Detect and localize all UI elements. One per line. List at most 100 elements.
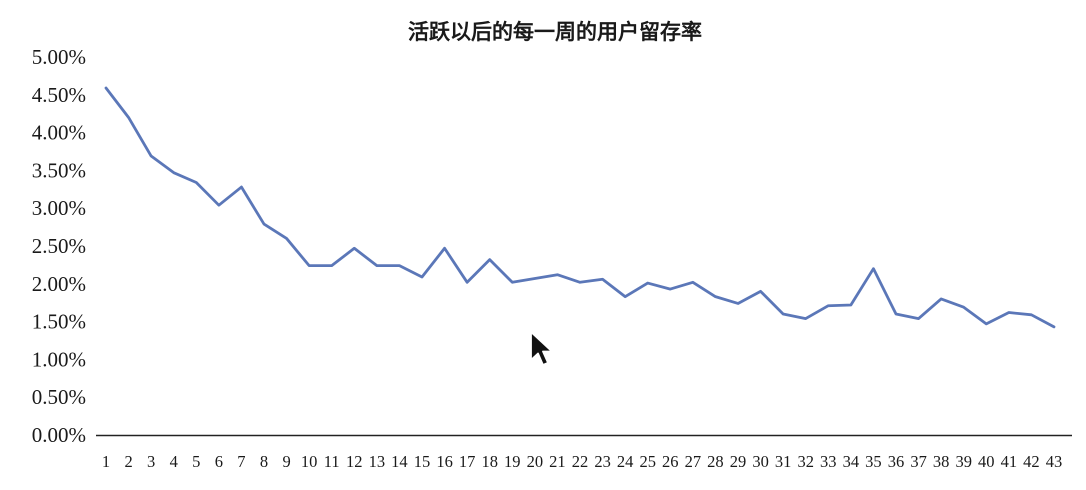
x-tick-label: 11	[324, 452, 340, 471]
x-tick-label: 21	[549, 452, 566, 471]
x-tick-label: 29	[730, 452, 747, 471]
x-tick-label: 19	[504, 452, 521, 471]
x-tick-label: 37	[910, 452, 927, 471]
data-point	[961, 305, 966, 310]
x-tick-label: 4	[170, 452, 178, 471]
data-point	[329, 263, 334, 268]
data-points	[104, 85, 1057, 329]
data-point	[1052, 324, 1057, 329]
x-tick-label: 36	[888, 452, 905, 471]
data-point	[487, 257, 492, 262]
data-point	[442, 246, 447, 251]
data-point	[939, 296, 944, 301]
data-point	[736, 301, 741, 306]
data-point	[352, 246, 357, 251]
chart-title: 活跃以后的每一周的用户留存率	[408, 20, 702, 44]
y-tick-label: 4.00%	[32, 121, 86, 145]
y-tick-label: 5.00%	[32, 45, 86, 69]
x-tick-label: 24	[617, 452, 634, 471]
x-tick-label: 3	[147, 452, 155, 471]
y-axis-ticks: 0.00% 0.50% 1.00% 1.50% 2.00% 2.50% 3.00% 3.50%…	[32, 45, 86, 447]
data-point	[578, 280, 583, 285]
x-tick-label: 8	[260, 452, 268, 471]
data-point	[668, 287, 673, 292]
data-point	[1029, 312, 1034, 317]
y-tick-label: 4.50%	[32, 83, 86, 107]
data-point	[104, 85, 109, 90]
y-tick-label: 0.50%	[32, 385, 86, 409]
x-axis-ticks: 1 2 3 4 5 6 7 8 9 10 11 12 13 14 15 16 17 18 19 20 21 22 23 24 2…	[102, 452, 1062, 471]
data-point	[262, 222, 267, 227]
data-point	[713, 294, 718, 299]
data-point	[803, 316, 808, 321]
x-tick-label: 43	[1046, 452, 1063, 471]
data-point	[781, 312, 786, 317]
x-tick-label: 22	[572, 452, 589, 471]
data-point	[984, 321, 989, 326]
mouse-pointer-icon	[530, 331, 553, 366]
data-point	[826, 303, 831, 308]
data-point	[510, 280, 515, 285]
x-tick-label: 7	[237, 452, 245, 471]
data-point	[532, 276, 537, 281]
y-tick-label: 3.50%	[32, 158, 86, 182]
y-tick-label: 2.00%	[32, 272, 86, 296]
x-tick-label: 25	[639, 452, 656, 471]
data-point	[374, 263, 379, 268]
y-tick-label: 0.00%	[32, 423, 86, 447]
x-tick-label: 1	[102, 452, 110, 471]
y-tick-label: 2.50%	[32, 234, 86, 258]
x-tick-label: 14	[391, 452, 408, 471]
x-tick-label: 33	[820, 452, 837, 471]
x-tick-label: 18	[481, 452, 498, 471]
y-tick-label: 1.00%	[32, 347, 86, 371]
data-point	[894, 312, 899, 317]
data-point	[194, 180, 199, 185]
x-tick-label: 16	[436, 452, 453, 471]
data-point	[126, 115, 131, 120]
x-tick-label: 2	[124, 452, 132, 471]
data-point	[284, 236, 289, 241]
x-tick-label: 35	[865, 452, 882, 471]
x-tick-label: 32	[797, 452, 814, 471]
data-point	[465, 280, 470, 285]
data-point	[1006, 310, 1011, 315]
data-point	[916, 316, 921, 321]
data-point	[397, 263, 402, 268]
data-point	[600, 277, 605, 282]
x-tick-label: 9	[282, 452, 290, 471]
x-tick-label: 13	[369, 452, 386, 471]
data-point	[420, 274, 425, 279]
x-tick-label: 39	[955, 452, 972, 471]
data-point	[645, 281, 650, 286]
data-point	[149, 154, 154, 159]
x-tick-label: 41	[1001, 452, 1018, 471]
x-tick-label: 6	[215, 452, 223, 471]
x-tick-label: 42	[1023, 452, 1040, 471]
x-tick-label: 10	[301, 452, 318, 471]
x-tick-label: 34	[843, 452, 860, 471]
x-tick-label: 28	[707, 452, 724, 471]
x-tick-label: 15	[414, 452, 431, 471]
data-point	[758, 289, 763, 294]
x-tick-label: 5	[192, 452, 200, 471]
x-tick-label: 38	[933, 452, 950, 471]
x-tick-label: 12	[346, 452, 363, 471]
y-tick-label: 3.00%	[32, 196, 86, 220]
x-tick-label: 40	[978, 452, 995, 471]
x-tick-label: 31	[775, 452, 792, 471]
data-point	[216, 203, 221, 208]
series-line	[104, 86, 1056, 329]
y-tick-label: 1.50%	[32, 310, 86, 334]
data-point	[239, 185, 244, 190]
x-tick-label: 20	[527, 452, 544, 471]
x-tick-label: 27	[685, 452, 702, 471]
data-point	[171, 170, 176, 175]
x-tick-label: 23	[594, 452, 611, 471]
x-tick-label: 26	[662, 452, 679, 471]
data-point	[871, 266, 876, 271]
data-point	[623, 294, 628, 299]
x-tick-label: 17	[459, 452, 476, 471]
data-point	[307, 263, 312, 268]
